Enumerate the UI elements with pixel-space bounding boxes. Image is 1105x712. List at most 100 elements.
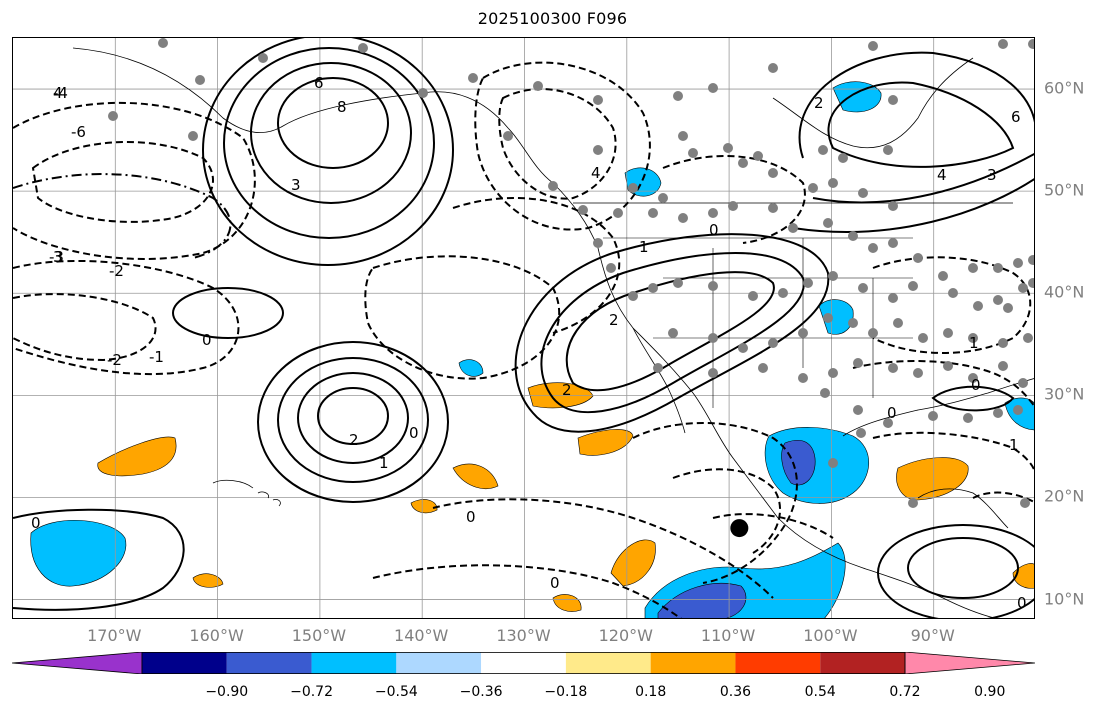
contour-label: 4 (591, 164, 601, 182)
colorbar-segment (820, 652, 905, 674)
coastline-gulf (842, 378, 1034, 437)
station-dot (358, 43, 368, 53)
dashed-contour-pac-west (13, 259, 240, 376)
dashed-contour-lines (13, 61, 1034, 618)
colorbar-segment (396, 652, 482, 674)
station-dot (188, 131, 198, 141)
station-dot (853, 358, 863, 368)
station-dot (1020, 498, 1030, 508)
station-dot (968, 333, 978, 343)
station-dot (808, 183, 818, 193)
station-dot (668, 328, 678, 338)
dashed-contour-east-2 (852, 360, 1034, 408)
station-dot (856, 428, 866, 438)
station-dot (938, 271, 948, 281)
contour-label: 3 (987, 166, 997, 184)
station-dot (908, 498, 918, 508)
station-dot (888, 201, 898, 211)
station-dot (648, 208, 658, 218)
colorbar-tick-label: −0.54 (374, 684, 418, 700)
station-dot (993, 408, 1003, 418)
dashdot-contour-bering (13, 173, 232, 259)
contour-label: -6 (71, 123, 86, 141)
colorbar-tick-label: 0.18 (635, 684, 667, 700)
station-dot (883, 418, 893, 428)
colorbar-segment (226, 652, 312, 674)
coastline-baja (632, 327, 686, 434)
colorbar (12, 652, 1035, 674)
station-dot (913, 253, 923, 263)
shade-blob-hawaii (97, 436, 177, 477)
longitude-label: 120°W (598, 626, 653, 645)
station-dot (503, 131, 513, 141)
station-dot (1018, 283, 1028, 293)
contour-hudson-2 (798, 51, 1034, 159)
station-dot (828, 178, 838, 188)
station-dot (658, 193, 668, 203)
station-dot (548, 181, 558, 191)
contour-se-2 (877, 524, 1034, 618)
station-dot (673, 278, 683, 288)
contour-se-1 (907, 537, 1019, 599)
station-dot (828, 368, 838, 378)
dashed-contour-gulf-alaska-2 (474, 61, 651, 231)
dashdot-contour-lines (13, 173, 232, 259)
shade-blob-westpacific (30, 519, 127, 587)
colorbar-segment (481, 652, 566, 674)
station-dot (728, 201, 738, 211)
contour-label: 0 (1017, 594, 1027, 612)
map-title: 2025100300 F096 (477, 9, 628, 28)
contour-label: 1 (379, 454, 389, 472)
colorbar-tick-label: −0.36 (459, 684, 503, 700)
station-dot (108, 111, 118, 121)
station-dot (708, 368, 718, 378)
dashed-contour-south-1 (432, 498, 774, 599)
colorbar-tick-label: −0.72 (290, 684, 333, 700)
station-dot (778, 288, 788, 298)
station-dot (768, 168, 778, 178)
station-dot (768, 338, 778, 348)
station-dot (788, 223, 798, 233)
station-dot (768, 203, 778, 213)
station-dot (868, 243, 878, 253)
station-dot (593, 95, 603, 105)
colorbar-extend-high (904, 652, 1035, 674)
colorbar-extend-low (12, 652, 143, 674)
contour-label: -3 (49, 248, 64, 266)
station-dot (678, 213, 688, 223)
station-dot (848, 231, 858, 241)
station-dot (998, 39, 1008, 49)
station-dot (1023, 333, 1033, 343)
latitude-label: 50°N (1044, 180, 1085, 200)
station-dot (993, 295, 1003, 305)
contour-pac-high-2 (297, 372, 409, 464)
dashed-contour-mid-1 (364, 255, 561, 380)
station-dot (943, 328, 953, 338)
contour-label: 0 (409, 424, 419, 442)
station-dot (738, 343, 748, 353)
station-dot (883, 145, 893, 155)
latitude-label: 60°N (1044, 78, 1085, 98)
dashed-contour-bering (31, 140, 214, 223)
dashed-contour-bering-2 (13, 101, 256, 260)
colorbar-tick-label: 0.36 (719, 684, 752, 700)
shade-blob-pac-blue-small (458, 359, 484, 377)
contour-label: 2 (562, 381, 572, 399)
contour-label: 0 (887, 404, 897, 422)
contour-lines (13, 38, 1034, 618)
station-dot (1018, 378, 1028, 388)
station-dot (418, 88, 428, 98)
colorbar-segment (565, 652, 651, 674)
station-dot (823, 218, 833, 228)
station-dot (708, 281, 718, 291)
station-dot (853, 405, 863, 415)
contour-label: 6 (314, 74, 324, 92)
station-dot (738, 158, 748, 168)
station-dot (1013, 405, 1023, 415)
station-dot (998, 361, 1008, 371)
contour-label: 3 (53, 248, 63, 266)
station-dot (968, 373, 978, 383)
station-dot (798, 373, 808, 383)
contour-label: 0 (550, 574, 560, 592)
